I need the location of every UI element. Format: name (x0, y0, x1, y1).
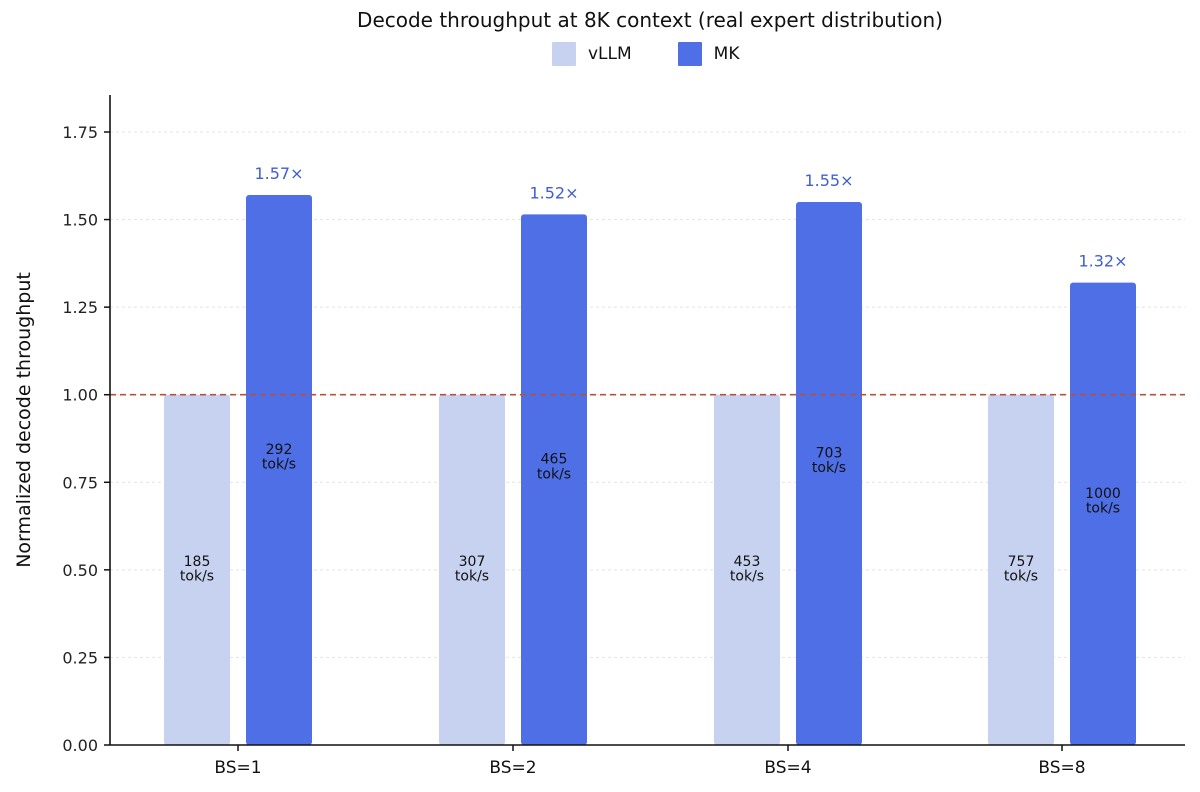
legend-swatch-mk (677, 42, 702, 66)
y-tick-label: 1.50 (62, 211, 98, 230)
y-tick-label: 0.00 (62, 736, 98, 755)
bar-label-vllm: 453 tok/s (730, 554, 764, 585)
chart-title: Decode throughput at 8K context (real ex… (357, 8, 943, 32)
bar-label-mk: 1000 tok/s (1085, 486, 1121, 517)
bar-vllm (988, 394, 1054, 745)
bar-mk (246, 195, 312, 746)
bar-mk (1070, 282, 1136, 745)
speedup-label: 1.57× (254, 164, 303, 183)
y-tick-label: 0.75 (62, 473, 98, 492)
bar-vllm (164, 394, 230, 745)
legend-item-mk: MK (677, 42, 740, 66)
y-tick-label: 0.50 (62, 561, 98, 580)
legend-swatch-vllm (552, 42, 576, 66)
x-tick-label: BS=4 (764, 758, 811, 778)
speedup-label: 1.52× (529, 183, 578, 202)
y-tick-label: 1.25 (62, 298, 98, 317)
bar-mk (796, 202, 862, 746)
bar-mk (521, 214, 587, 745)
x-tick-label: BS=1 (214, 758, 261, 778)
y-tick-label: 1.00 (62, 386, 98, 405)
bar-label-vllm: 307 tok/s (455, 554, 489, 585)
bar-vllm (439, 394, 505, 745)
legend-label-mk: MK (713, 44, 740, 64)
legend: vLLM MK (552, 42, 786, 66)
legend-label-vllm: vLLM (588, 44, 632, 64)
legend-item-vllm: vLLM (552, 42, 632, 66)
bar-vllm (714, 394, 780, 745)
speedup-label: 1.55× (804, 171, 853, 190)
y-tick-label: 0.25 (62, 648, 98, 667)
bar-label-vllm: 757 tok/s (1004, 554, 1038, 585)
x-tick-label: BS=2 (489, 758, 536, 778)
y-tick-label: 1.75 (62, 123, 98, 142)
bar-label-vllm: 185 tok/s (180, 554, 214, 585)
y-axis-label: Normalized decode throughput (13, 272, 35, 568)
bar-label-mk: 292 tok/s (262, 442, 296, 473)
x-tick-label: BS=8 (1038, 758, 1085, 778)
speedup-label: 1.32× (1078, 252, 1127, 271)
bar-label-mk: 465 tok/s (537, 452, 571, 483)
bar-label-mk: 703 tok/s (812, 446, 846, 477)
